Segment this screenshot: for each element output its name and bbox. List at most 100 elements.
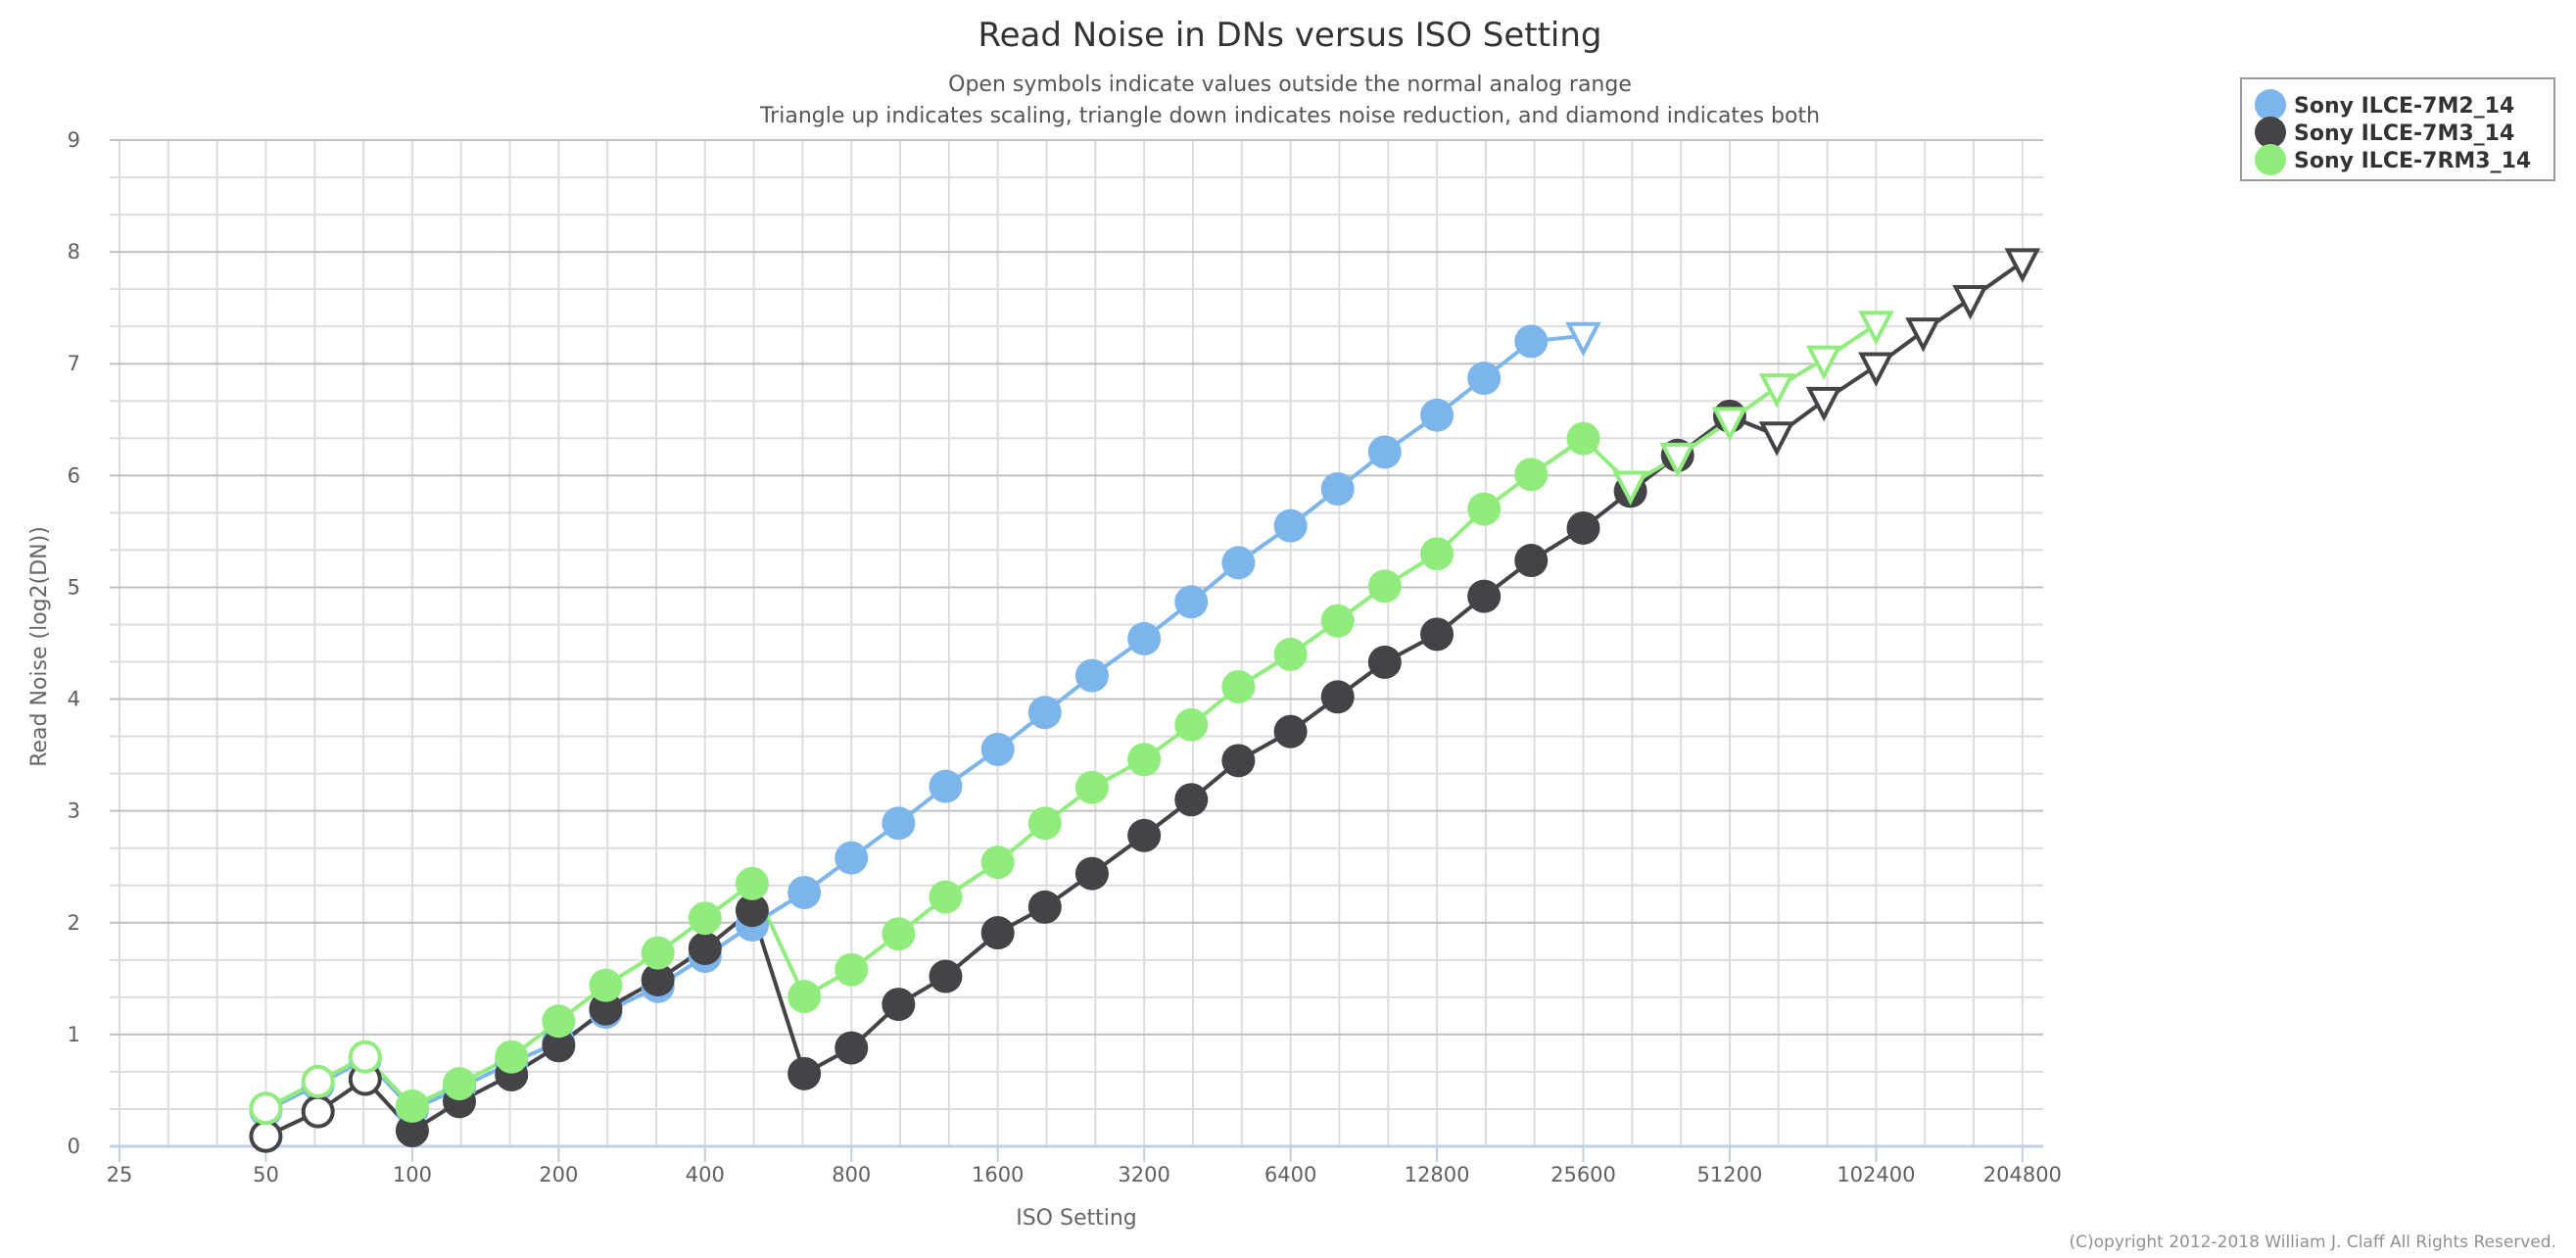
data-point[interactable] bbox=[641, 962, 675, 996]
data-point[interactable] bbox=[1273, 637, 1308, 671]
data-point-triangle-down[interactable] bbox=[1952, 285, 1988, 320]
data-point-triangle-down[interactable] bbox=[1805, 386, 1842, 422]
data-point-triangle-down[interactable] bbox=[1711, 407, 1748, 442]
data-point[interactable] bbox=[835, 841, 869, 875]
series-line bbox=[264, 322, 1878, 1110]
x-tick-label: 25 bbox=[107, 1163, 133, 1186]
data-point[interactable] bbox=[1127, 818, 1162, 852]
y-tick-label: 2 bbox=[68, 911, 80, 935]
data-point-triangle-down[interactable] bbox=[1805, 345, 1842, 381]
y-tick-label: 5 bbox=[68, 575, 80, 599]
data-point[interactable] bbox=[1367, 569, 1402, 604]
data-point-open[interactable] bbox=[249, 1119, 283, 1153]
data-point[interactable] bbox=[787, 1056, 822, 1090]
data-point-triangle-down[interactable] bbox=[1858, 311, 1894, 346]
data-point[interactable] bbox=[787, 875, 822, 909]
data-point[interactable] bbox=[1467, 362, 1502, 396]
data-point[interactable] bbox=[1420, 398, 1455, 432]
data-point[interactable] bbox=[1074, 658, 1109, 693]
y-tick-label: 4 bbox=[68, 688, 80, 711]
data-point[interactable] bbox=[1174, 585, 1209, 619]
data-point[interactable] bbox=[495, 1040, 529, 1074]
grid bbox=[110, 139, 2043, 1148]
data-point[interactable] bbox=[1514, 458, 1549, 492]
data-point[interactable] bbox=[1420, 617, 1455, 652]
data-point[interactable] bbox=[787, 980, 822, 1014]
data-point[interactable] bbox=[542, 1004, 576, 1039]
data-point[interactable] bbox=[1420, 537, 1455, 571]
data-point[interactable] bbox=[1221, 670, 1256, 704]
x-tick-label: 204800 bbox=[1983, 1163, 2062, 1186]
data-point[interactable] bbox=[1514, 324, 1549, 359]
data-point[interactable] bbox=[735, 866, 769, 900]
data-point-open[interactable] bbox=[249, 1091, 283, 1126]
data-point[interactable] bbox=[688, 901, 722, 936]
data-point[interactable] bbox=[1320, 472, 1355, 507]
data-point-triangle-down[interactable] bbox=[1758, 421, 1795, 457]
data-point[interactable] bbox=[735, 894, 769, 928]
data-point-triangle-down[interactable] bbox=[1612, 470, 1648, 506]
legend-item-7rm3[interactable]: Sony ILCE-7RM3_14 bbox=[2255, 144, 2531, 175]
data-point[interactable] bbox=[835, 1031, 869, 1065]
data-point[interactable] bbox=[929, 769, 963, 803]
data-point[interactable] bbox=[688, 932, 722, 966]
copyright-notice: (C)opyright 2012-2018 William J. Claff A… bbox=[2070, 1233, 2557, 1252]
data-point[interactable] bbox=[1221, 546, 1256, 580]
data-point[interactable] bbox=[980, 732, 1015, 766]
data-point[interactable] bbox=[641, 936, 675, 970]
data-point-triangle-down[interactable] bbox=[1758, 373, 1795, 409]
data-point-triangle-down[interactable] bbox=[1565, 321, 1601, 358]
data-point[interactable] bbox=[1273, 508, 1308, 543]
data-point[interactable] bbox=[1074, 856, 1109, 891]
legend-item-7m3[interactable]: Sony ILCE-7M3_14 bbox=[2255, 117, 2514, 148]
data-point[interactable] bbox=[1367, 435, 1402, 469]
data-point[interactable] bbox=[542, 1029, 576, 1063]
data-point[interactable] bbox=[1074, 770, 1109, 804]
data-point[interactable] bbox=[589, 992, 623, 1026]
x-tick-label: 100 bbox=[393, 1163, 432, 1186]
data-point[interactable] bbox=[1320, 604, 1355, 638]
legend-item-7m2[interactable]: Sony ILCE-7M2_14 bbox=[2255, 89, 2514, 121]
data-point[interactable] bbox=[1027, 806, 1062, 841]
data-point[interactable] bbox=[980, 846, 1015, 880]
data-point[interactable] bbox=[1514, 544, 1549, 578]
data-point[interactable] bbox=[980, 916, 1015, 950]
data-point-open[interactable] bbox=[348, 1040, 382, 1074]
data-point[interactable] bbox=[1127, 621, 1162, 655]
data-point[interactable] bbox=[1174, 707, 1209, 742]
data-point[interactable] bbox=[1027, 696, 1062, 730]
data-point[interactable] bbox=[1273, 714, 1308, 749]
data-point-triangle-down[interactable] bbox=[1659, 442, 1696, 478]
data-point-open[interactable] bbox=[301, 1064, 335, 1098]
data-point[interactable] bbox=[882, 988, 916, 1022]
data-point-triangle-down[interactable] bbox=[1905, 317, 1941, 353]
data-point[interactable] bbox=[882, 806, 916, 841]
data-point[interactable] bbox=[1027, 890, 1062, 924]
y-tick-label: 9 bbox=[68, 128, 80, 152]
data-point[interactable] bbox=[1221, 744, 1256, 778]
x-tick-label: 6400 bbox=[1264, 1163, 1316, 1186]
data-point[interactable] bbox=[929, 959, 963, 993]
data-point-triangle-down[interactable] bbox=[2004, 248, 2041, 283]
data-point[interactable] bbox=[1174, 783, 1209, 817]
data-point[interactable] bbox=[1566, 421, 1600, 456]
data-point[interactable] bbox=[1367, 645, 1402, 679]
data-point[interactable] bbox=[929, 880, 963, 914]
data-point[interactable] bbox=[1467, 579, 1502, 613]
data-point[interactable] bbox=[443, 1067, 477, 1101]
data-point[interactable] bbox=[1320, 680, 1355, 714]
data-point[interactable] bbox=[835, 952, 869, 987]
data-point[interactable] bbox=[395, 1114, 429, 1148]
x-tick-label: 400 bbox=[686, 1163, 725, 1186]
data-point-triangle-down[interactable] bbox=[1858, 352, 1894, 387]
data-point-open[interactable] bbox=[301, 1094, 335, 1129]
x-axis-title: ISO Setting bbox=[1016, 1206, 1137, 1231]
data-point[interactable] bbox=[1127, 743, 1162, 777]
data-point[interactable] bbox=[589, 968, 623, 1002]
chart-subtitle-line-2: Triangle up indicates scaling, triangle … bbox=[759, 104, 1820, 128]
data-point[interactable] bbox=[1566, 510, 1600, 545]
series-layer bbox=[249, 248, 2041, 1153]
data-point[interactable] bbox=[395, 1089, 429, 1123]
data-point[interactable] bbox=[882, 917, 916, 951]
data-point[interactable] bbox=[1467, 492, 1502, 526]
